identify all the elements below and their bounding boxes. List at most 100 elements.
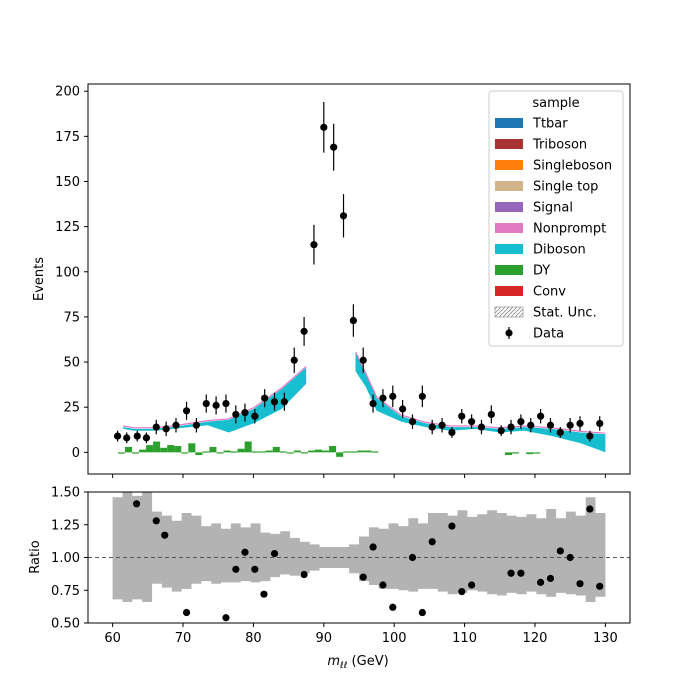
data-point: [438, 421, 446, 429]
dy-bar: [139, 449, 147, 453]
dy-bar: [258, 451, 266, 453]
dy-bar: [230, 451, 238, 453]
dy-bar: [272, 446, 280, 453]
x-tick-label: 90: [316, 631, 333, 646]
data-point: [133, 432, 141, 440]
legend-title: sample: [532, 96, 579, 111]
y-tick-label: 150: [55, 175, 80, 190]
y-tick-label: 100: [55, 265, 80, 280]
data-point: [546, 421, 555, 429]
legend-swatch: [495, 286, 523, 296]
dy-bar: [202, 451, 210, 453]
dy-bar: [181, 452, 189, 454]
legend-box: [488, 90, 624, 347]
ratio-point: [596, 582, 604, 590]
dy-bar: [237, 448, 245, 453]
diboson-band-area: [123, 367, 307, 433]
ratio-point: [251, 565, 259, 573]
dy-bar: [216, 452, 224, 454]
dy-bar: [117, 452, 125, 454]
data-points: [113, 102, 604, 444]
nonprompt-edge: [123, 365, 307, 429]
dy-bar: [526, 452, 534, 455]
legend-swatch: [495, 118, 523, 128]
ratio-point: [369, 543, 377, 551]
data-point: [182, 407, 191, 415]
dy-bar: [146, 445, 154, 453]
data-point: [330, 143, 338, 151]
legend-label: Data: [533, 327, 564, 342]
data-point: [408, 418, 417, 426]
y-tick-label: 125: [55, 220, 80, 235]
legend-label: Triboson: [532, 138, 587, 153]
y-tick-label: 25: [63, 401, 80, 416]
ratio-point: [132, 500, 141, 508]
x-tick-label: 70: [175, 631, 192, 646]
data-point: [251, 412, 259, 420]
dy-bar: [244, 441, 252, 453]
data-point: [566, 421, 574, 429]
data-point: [369, 399, 377, 408]
ratio-point: [546, 574, 555, 583]
ratio-uncertainty-band: [112, 492, 606, 602]
ratio-point: [517, 569, 525, 577]
data-point: [280, 398, 288, 406]
dy-bar: [160, 447, 168, 453]
legend-label: Signal: [533, 201, 573, 216]
ratio-point: [152, 517, 160, 525]
dy-bar: [533, 452, 541, 454]
dy-histogram: [117, 441, 541, 457]
x-tick-label: 60: [104, 631, 121, 646]
dy-bar: [350, 451, 358, 453]
dy-bar: [307, 450, 316, 453]
ratio-point: [428, 538, 436, 546]
data-point: [142, 434, 151, 442]
ratio-y-tick-label: 0.75: [51, 584, 80, 599]
dy-bar: [153, 441, 161, 453]
data-point: [113, 432, 122, 440]
ratio-point: [232, 565, 240, 573]
ratio-point: [260, 590, 268, 598]
y-tick-label: 175: [55, 130, 80, 145]
dy-bar: [364, 450, 372, 453]
ratio-point: [161, 531, 169, 539]
data-point: [270, 398, 279, 406]
legend-label: Single top: [533, 180, 598, 195]
ratio-point: [448, 522, 456, 530]
dy-bar: [251, 451, 259, 453]
legend-swatch: [495, 202, 523, 212]
data-point: [202, 399, 210, 408]
legend-swatch: [495, 223, 523, 233]
legend: sample Ttbar Triboson Singleboson Single to…: [488, 90, 624, 347]
data-point: [517, 418, 525, 426]
dy-bar: [223, 450, 231, 453]
ratio-point: [458, 587, 466, 596]
diboson-band: [123, 351, 606, 453]
y-tick-label: 75: [63, 310, 80, 325]
legend-swatch: [495, 181, 523, 191]
data-point: [596, 419, 604, 428]
data-point: [339, 212, 348, 220]
dy-bar: [329, 446, 337, 453]
diboson-band-area: [355, 353, 606, 453]
data-point: [320, 123, 328, 131]
main-plot-frame: [87, 83, 631, 475]
data-point: [379, 394, 387, 402]
legend-label: Stat. Unc.: [533, 306, 597, 321]
legend-label: Nonprompt: [533, 222, 606, 237]
ratio-point: [418, 608, 426, 617]
ratio-point: [270, 549, 279, 558]
ratio-point: [586, 505, 594, 513]
data-point: [349, 316, 357, 325]
x-tick-label: 130: [593, 631, 618, 646]
legend-swatch: [495, 244, 523, 254]
legend-swatch: [495, 265, 523, 275]
ratio-point: [359, 573, 367, 581]
data-point: [389, 392, 397, 400]
y-tick-label: 50: [63, 356, 80, 371]
data-point: [458, 412, 466, 420]
dy-bar: [343, 451, 351, 453]
dy-bar: [315, 449, 323, 453]
dy-bar: [195, 452, 203, 456]
